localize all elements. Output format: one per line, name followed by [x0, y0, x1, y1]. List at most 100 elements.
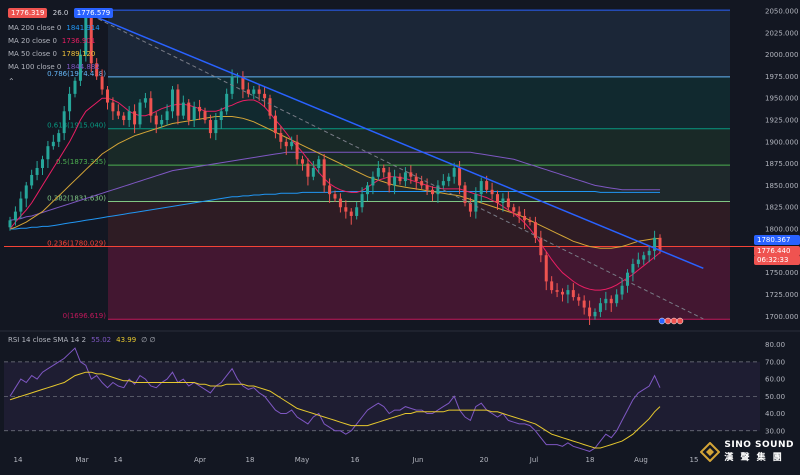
trendline-solid[interactable] [85, 12, 704, 269]
candle-body[interactable] [100, 76, 104, 90]
trendline-dashed[interactable] [85, 12, 704, 320]
candle-body[interactable] [41, 159, 44, 168]
candle-body[interactable] [517, 211, 521, 216]
candle-body[interactable] [609, 298, 613, 304]
candle-body[interactable] [214, 120, 218, 134]
candle-body[interactable] [78, 54, 82, 81]
candle-body[interactable] [127, 111, 131, 121]
candle-body[interactable] [8, 220, 12, 228]
candle-body[interactable] [322, 159, 326, 186]
candle-body[interactable] [95, 63, 99, 77]
candle-body[interactable] [122, 115, 126, 121]
candle-body[interactable] [24, 185, 28, 199]
candle-body[interactable] [273, 115, 277, 134]
candle-body[interactable] [647, 250, 651, 256]
candle-body[interactable] [252, 89, 256, 94]
candle-body[interactable] [344, 207, 348, 212]
candle-body[interactable] [593, 311, 597, 317]
candle-body[interactable] [311, 167, 315, 177]
candle-body[interactable] [447, 176, 451, 182]
candle-body[interactable] [571, 290, 575, 298]
candle-body[interactable] [512, 207, 516, 212]
legend-rsi[interactable]: RSI 14 close SMA 14 2 55.02 43.99 ∅ ∅ [8, 336, 156, 344]
candle-body[interactable] [533, 222, 537, 238]
candle-body[interactable] [360, 194, 364, 208]
candle-body[interactable] [431, 189, 434, 195]
candle-body[interactable] [198, 106, 202, 112]
candle-body[interactable] [19, 198, 23, 212]
candle-body[interactable] [598, 303, 602, 312]
candle-body[interactable] [154, 115, 158, 125]
candle-body[interactable] [376, 167, 380, 177]
candle-body[interactable] [479, 181, 483, 195]
candle-body[interactable] [631, 263, 635, 273]
candle-body[interactable] [355, 207, 359, 216]
candle-body[interactable] [501, 198, 505, 203]
event-marker-icon[interactable] [676, 317, 684, 325]
candle-body[interactable] [149, 98, 153, 116]
candle-body[interactable] [485, 181, 489, 190]
candle-body[interactable] [171, 89, 174, 112]
candle-body[interactable] [441, 181, 445, 186]
candle-body[interactable] [333, 194, 337, 199]
candle-body[interactable] [620, 285, 624, 295]
candle-body[interactable] [420, 181, 424, 186]
candle-body[interactable] [13, 211, 17, 221]
candle-body[interactable] [57, 133, 61, 142]
candle-body[interactable] [366, 185, 369, 195]
candle-body[interactable] [452, 167, 456, 177]
candle-body[interactable] [349, 211, 353, 216]
ask-price-badge[interactable]: 1776.579 [73, 8, 114, 18]
candle-body[interactable] [111, 102, 115, 112]
candle-body[interactable] [160, 120, 164, 125]
candle-body[interactable] [176, 89, 180, 116]
candle-body[interactable] [187, 102, 191, 121]
event-marker-icon[interactable] [658, 317, 666, 325]
candle-body[interactable] [463, 185, 467, 203]
candle-body[interactable] [393, 176, 397, 186]
candle-body[interactable] [409, 172, 413, 177]
legend-ma50[interactable]: MA 50 close 0 1789.120 [8, 50, 95, 58]
candle-body[interactable] [35, 167, 39, 175]
candle-body[interactable] [387, 172, 391, 186]
candle-body[interactable] [577, 297, 581, 301]
candle-body[interactable] [295, 141, 299, 160]
candle-body[interactable] [192, 106, 196, 121]
candle-body[interactable] [263, 93, 267, 99]
event-marker-icon[interactable] [670, 317, 678, 325]
candle-body[interactable] [561, 291, 564, 295]
legend-ma20[interactable]: MA 20 close 0 1736.901 [8, 37, 95, 45]
candle-body[interactable] [398, 176, 402, 182]
candle-body[interactable] [458, 167, 462, 186]
candle-body[interactable] [133, 111, 137, 125]
candle-body[interactable] [615, 294, 619, 304]
candle-body[interactable] [236, 76, 239, 78]
candle-body[interactable] [51, 141, 55, 147]
candle-body[interactable] [626, 272, 629, 286]
candle-body[interactable] [279, 133, 283, 142]
candle-body[interactable] [425, 185, 429, 190]
candle-body[interactable] [544, 255, 548, 282]
candle-body[interactable] [208, 120, 212, 134]
candle-body[interactable] [328, 185, 332, 195]
legend-ma200[interactable]: MA 200 close 0 1841.914 [8, 24, 100, 32]
candle-body[interactable] [642, 255, 646, 260]
candle-body[interactable] [436, 185, 440, 195]
candle-body[interactable] [604, 298, 608, 304]
candle-body[interactable] [84, 15, 88, 55]
candle-body[interactable] [414, 176, 418, 182]
candle-body[interactable] [550, 281, 554, 291]
candle-body[interactable] [582, 300, 586, 308]
candle-body[interactable] [165, 111, 169, 121]
candle-body[interactable] [181, 102, 185, 116]
candle-body[interactable] [306, 163, 310, 177]
candle-body[interactable] [46, 146, 50, 160]
candle-body[interactable] [116, 111, 120, 116]
candle-body[interactable] [203, 111, 207, 121]
candle-body[interactable] [138, 102, 142, 125]
candle-body[interactable] [301, 159, 304, 164]
candle-body[interactable] [528, 220, 532, 223]
candle-body[interactable] [539, 237, 543, 256]
candle-body[interactable] [317, 159, 321, 168]
